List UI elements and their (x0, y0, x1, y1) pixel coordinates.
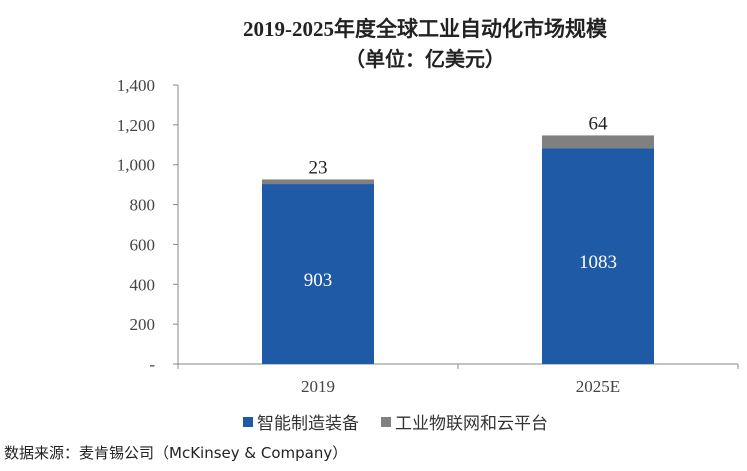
data-label: 23 (309, 157, 328, 178)
y-tick-label: 1,000 (117, 156, 155, 175)
data-label: 903 (304, 270, 333, 291)
x-tick-label: 2019 (301, 377, 335, 396)
bar-iot (262, 179, 374, 185)
legend-label: 智能制造装备 (257, 414, 359, 434)
legend: 智能制造装备 工业物联网和云平台 (243, 414, 548, 434)
y-tick-label: 800 (130, 196, 156, 215)
data-label: 1083 (579, 252, 617, 273)
legend-label: 工业物联网和云平台 (395, 414, 548, 434)
y-tick-label: 200 (130, 315, 156, 334)
bar-equipment (262, 184, 374, 364)
y-tick-label: 1,200 (117, 116, 155, 135)
x-tick-label: 2025E (576, 377, 620, 396)
source-note: 数据来源：麦肯锡公司（McKinsey & Company） (4, 444, 347, 462)
y-tick-label: - (149, 355, 155, 374)
y-tick-label: 400 (130, 275, 156, 294)
chart-subtitle: （单位：亿美元） (345, 47, 505, 71)
bars: 903 23 1083 64 (262, 113, 654, 364)
data-label: 64 (589, 113, 609, 134)
y-tick-label: 1,400 (117, 76, 155, 95)
bar-equipment (542, 148, 654, 364)
y-tick-label: 600 (130, 235, 156, 254)
legend-swatch (381, 417, 391, 427)
legend-swatch (243, 417, 253, 427)
x-axis: 2019 2025E (177, 363, 739, 396)
bar-iot (542, 135, 654, 149)
chart-title: 2019-2025年度全球工业自动化市场规模 (243, 17, 608, 41)
y-axis: - 200 400 600 800 1,000 1,200 1,400 (117, 76, 179, 374)
